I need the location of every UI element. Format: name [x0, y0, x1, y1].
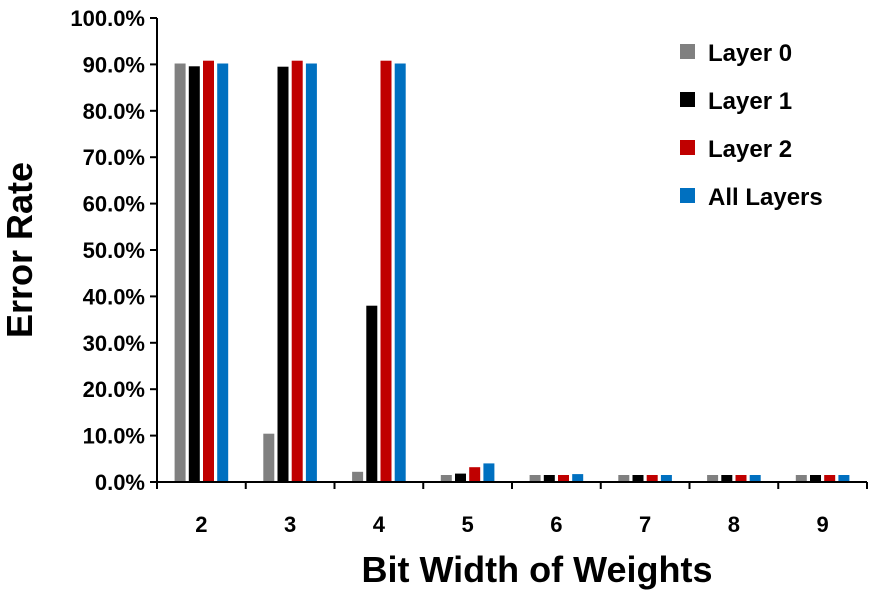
legend-label: Layer 0 — [708, 40, 792, 67]
legend-label: Layer 2 — [708, 136, 792, 163]
bar — [543, 475, 555, 482]
bars-group — [174, 60, 850, 483]
legend-label: All Layers — [708, 184, 823, 211]
y-tick-label: 50.0% — [83, 238, 145, 263]
y-tick-label: 80.0% — [83, 99, 145, 124]
bar — [174, 63, 186, 482]
bar — [721, 475, 733, 482]
bar — [469, 467, 481, 482]
bar — [203, 60, 214, 482]
bar — [291, 60, 303, 482]
bar — [838, 475, 850, 482]
y-tick-label: 0.0% — [95, 470, 145, 495]
bar — [263, 433, 275, 482]
x-tick-label: 3 — [284, 512, 296, 537]
x-tick-label: 4 — [373, 512, 386, 537]
y-axis-ticks: 0.0% 10.0% 20.0% 30.0% 40.0% 50.0% 60.0% 70.0% 8… — [70, 6, 157, 495]
x-tick-label: 9 — [817, 512, 829, 537]
bar — [824, 475, 836, 482]
bar — [810, 475, 821, 482]
bar — [380, 60, 392, 482]
bar — [618, 475, 630, 482]
bar — [646, 475, 658, 482]
legend-swatch — [680, 44, 695, 59]
bar — [440, 475, 452, 482]
y-tick-label: 90.0% — [83, 52, 145, 77]
bar — [483, 463, 495, 482]
bar — [632, 475, 644, 482]
x-tick-label: 7 — [639, 512, 651, 537]
bar — [529, 475, 541, 482]
y-axis-title: Error Rate — [0, 162, 40, 338]
y-tick-label: 70.0% — [83, 145, 145, 170]
y-tick-label: 40.0% — [83, 284, 145, 309]
bar — [455, 473, 466, 482]
legend-swatch — [680, 188, 695, 203]
bar — [572, 474, 584, 482]
bar — [352, 471, 364, 482]
y-tick-label: 30.0% — [83, 331, 145, 356]
y-tick-label: 100.0% — [70, 6, 145, 31]
x-tick-label: 2 — [195, 512, 207, 537]
x-axis-title: Bit Width of Weights — [362, 549, 713, 590]
y-tick-label: 20.0% — [83, 377, 145, 402]
x-tick-label: 6 — [550, 512, 562, 537]
x-axis-ticks: 2 3 4 5 6 7 8 9 — [156, 482, 868, 537]
legend-label: Layer 1 — [708, 88, 792, 115]
y-tick-label: 10.0% — [83, 424, 145, 449]
bar — [660, 475, 672, 482]
bar — [749, 475, 761, 482]
bar — [735, 475, 747, 482]
bar — [558, 475, 569, 482]
bar — [795, 475, 807, 482]
bar — [188, 66, 200, 483]
bar — [366, 305, 378, 482]
x-tick-label: 8 — [728, 512, 740, 537]
bar — [394, 63, 406, 482]
legend-swatch — [680, 140, 695, 155]
x-tick-label: 5 — [462, 512, 474, 537]
y-tick-label: 60.0% — [83, 192, 145, 217]
legend: Layer 0 Layer 1 Layer 2 All Layers — [680, 40, 823, 211]
legend-swatch — [680, 92, 695, 107]
bar — [707, 475, 719, 482]
bar — [305, 63, 317, 482]
bar — [217, 63, 229, 482]
bar — [277, 66, 289, 482]
